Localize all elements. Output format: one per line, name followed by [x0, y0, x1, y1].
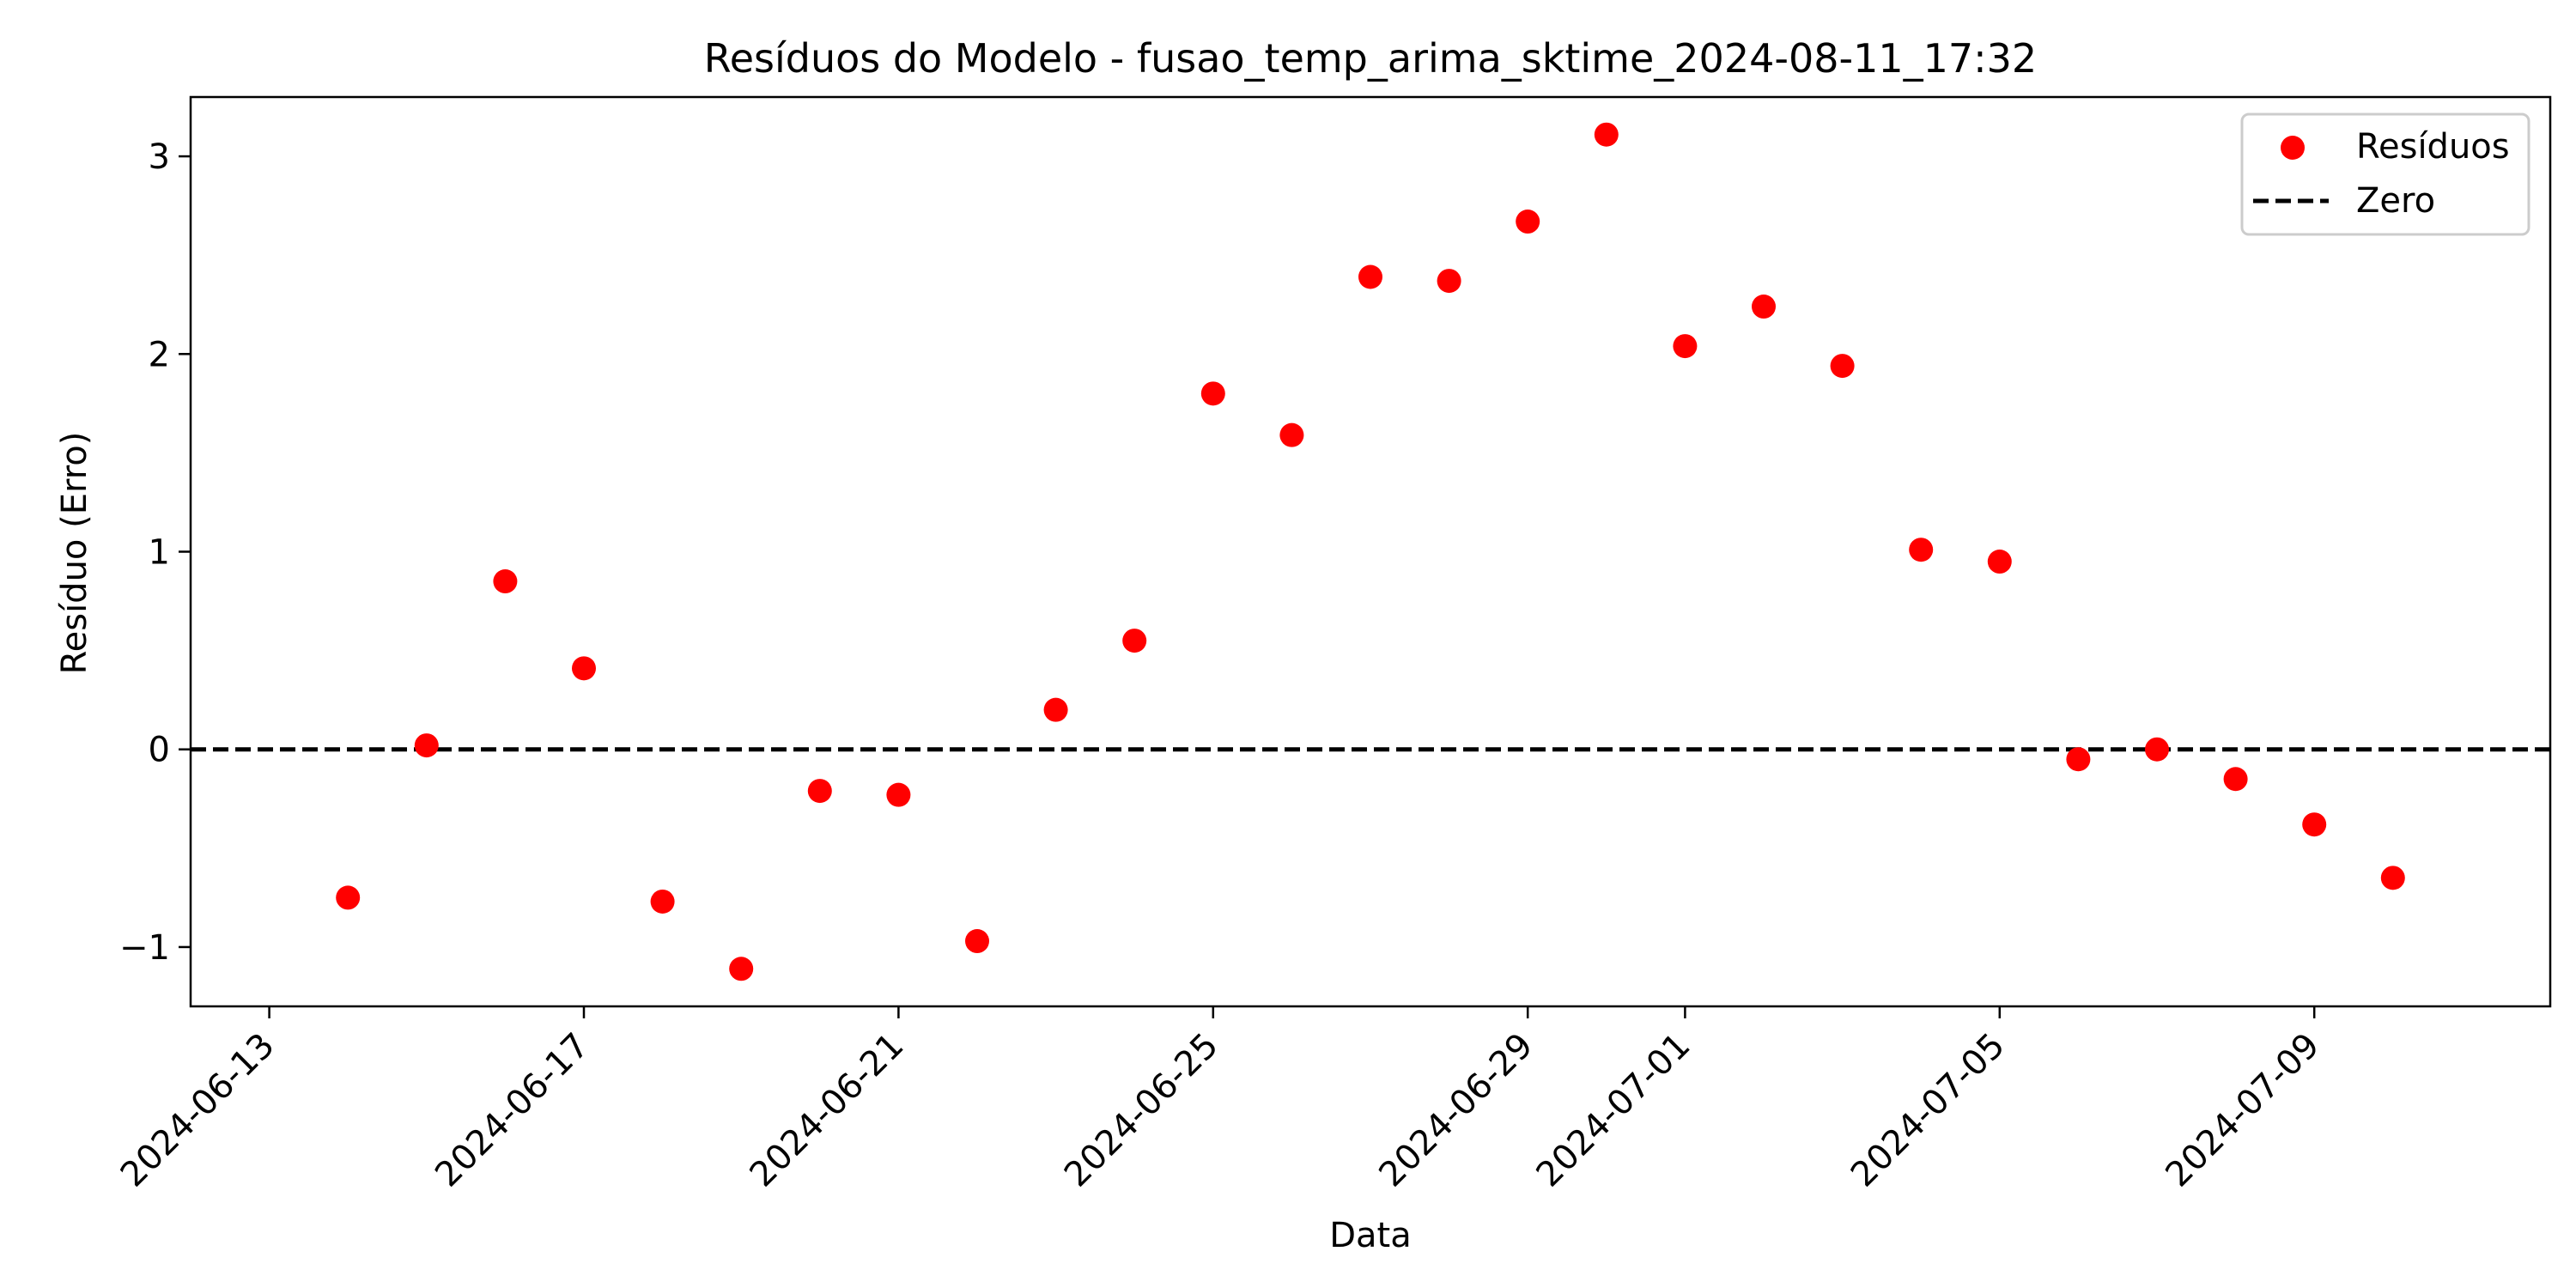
residual-point: [1043, 697, 1068, 722]
legend-marker-residuos: [2281, 136, 2305, 160]
residual-point: [965, 929, 989, 954]
x-axis-label: Data: [1329, 1216, 1412, 1255]
residual-point: [1594, 122, 1619, 147]
residual-point: [2302, 812, 2327, 837]
residual-point: [1987, 550, 2012, 574]
residual-point: [729, 957, 754, 981]
legend-frame: [2240, 112, 2530, 236]
y-tick-label: 2: [149, 335, 170, 374]
residual-point: [886, 782, 911, 807]
residual-point: [1122, 629, 1147, 653]
residual-point: [1516, 210, 1540, 234]
y-tick-label: 1: [149, 533, 170, 573]
residual-point: [1830, 354, 1855, 379]
residual-point: [1909, 538, 1934, 562]
residual-point: [2145, 737, 2169, 762]
residual-point: [493, 569, 518, 594]
residual-point: [572, 656, 596, 681]
residual-point: [2380, 866, 2405, 890]
residual-point: [2066, 747, 2091, 772]
y-axis-label: Resíduo (Erro): [55, 432, 94, 675]
residual-point: [1673, 334, 1698, 359]
y-tick-label: −1: [119, 928, 170, 968]
residual-point: [1358, 264, 1382, 289]
residual-point: [1752, 295, 1776, 319]
residual-point: [414, 733, 439, 758]
chart-title: Resíduos do Modelo - fusao_temp_arima_sk…: [704, 35, 2037, 82]
residual-point: [807, 779, 832, 804]
residual-point: [336, 885, 361, 910]
residual-point: [1437, 269, 1461, 294]
residual-point: [650, 889, 675, 914]
residual-point: [1279, 422, 1304, 447]
residual-point: [2223, 767, 2248, 792]
residual-point: [1200, 381, 1225, 406]
legend-label-zero: Zero: [2356, 181, 2435, 221]
legend-label-residuos: Resíduos: [2356, 127, 2510, 167]
y-tick-label: 0: [149, 731, 170, 770]
plot-frame: [189, 95, 2552, 1008]
legend: Resíduos Zero: [2240, 112, 2530, 236]
y-tick-label: 3: [149, 137, 170, 177]
